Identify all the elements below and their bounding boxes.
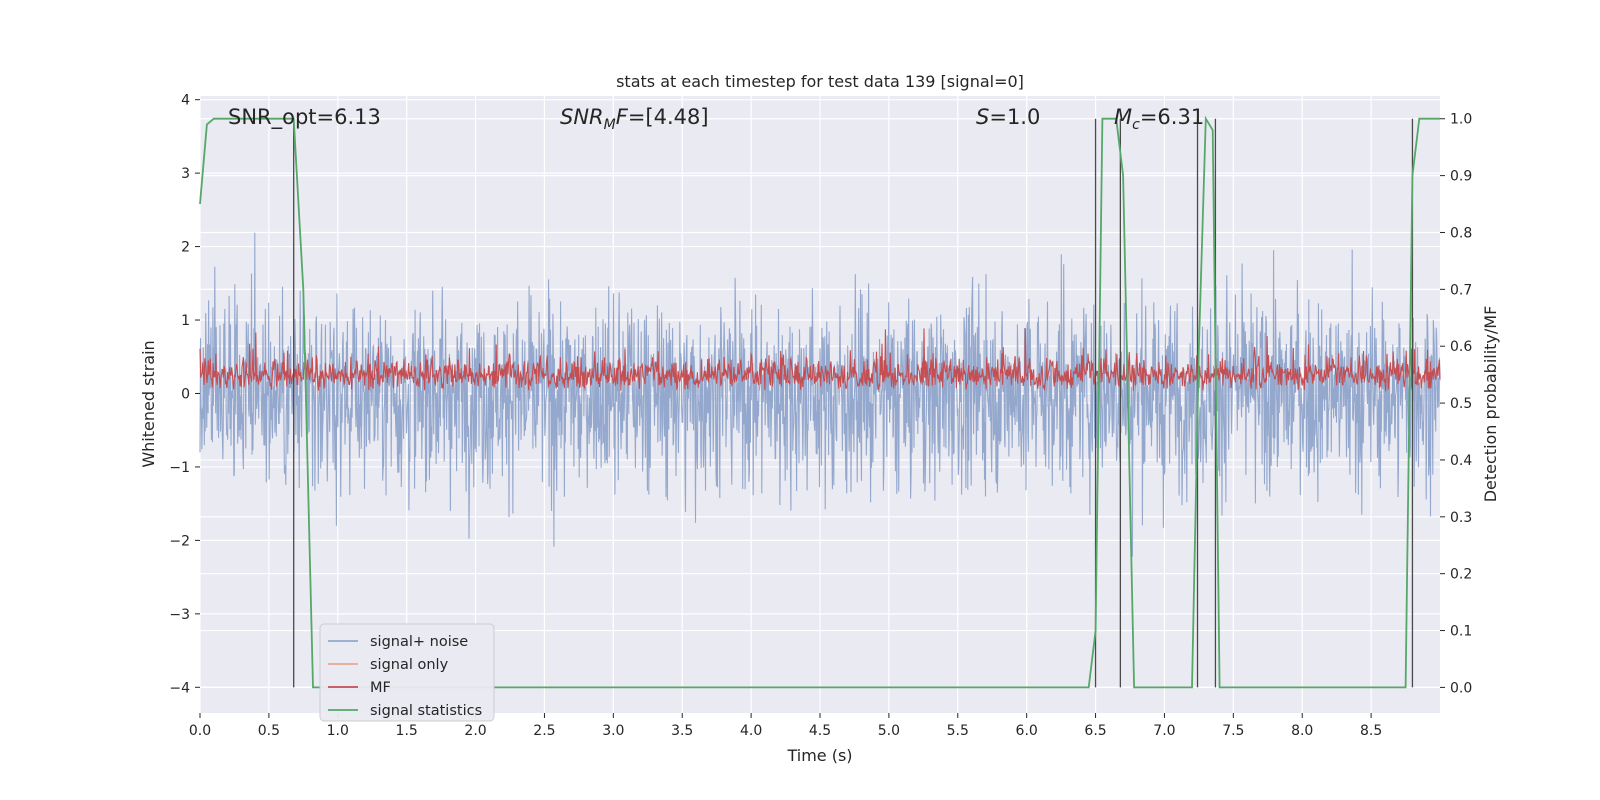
legend-box <box>319 623 495 722</box>
annotation-part: F <box>616 105 629 129</box>
y2-tick-label: 1.0 <box>1450 112 1472 128</box>
x-tick-label: 8.5 <box>1360 723 1382 739</box>
y-tick-label: 0 <box>181 386 190 402</box>
y2-tick-label: 0.4 <box>1450 453 1472 469</box>
legend-label: signal statistics <box>370 703 482 719</box>
y-axis-ticks: 4 3 2 1 0 −1 −2 −3 −4 <box>169 93 200 696</box>
y2-tick-label: 0.2 <box>1450 567 1472 583</box>
y-tick-label: −4 <box>169 680 190 696</box>
y-tick-label: 2 <box>181 240 190 256</box>
x-tick-label: 0.0 <box>189 723 211 739</box>
annotation-part: S <box>976 105 989 129</box>
signal-noise-series <box>199 232 1441 557</box>
y2-tick-label: 0.1 <box>1450 624 1472 640</box>
annotation: SNR_opt=6.13 <box>228 105 381 130</box>
x-tick-label: 5.5 <box>947 723 969 739</box>
x-tick-label: 6.5 <box>1084 723 1106 739</box>
annotation-part: M <box>1114 105 1132 129</box>
signal-noise-line <box>199 232 1441 557</box>
annotation-part: =[4.48] <box>628 105 709 129</box>
annotation-part: SNR <box>560 105 604 129</box>
y-tick-label: 4 <box>181 93 190 109</box>
annotation-part: SNR_opt=6.13 <box>228 105 381 130</box>
x-tick-label: 1.0 <box>327 723 349 739</box>
y-tick-label: −3 <box>169 607 190 623</box>
y2-tick-label: 0.5 <box>1450 396 1472 412</box>
x-tick-label: 3.5 <box>671 723 693 739</box>
x-tick-label: 7.5 <box>1222 723 1244 739</box>
x-tick-label: 7.0 <box>1153 723 1175 739</box>
chart-title: stats at each timestep for test data 139… <box>616 72 1024 91</box>
y2-tick-label: 0.7 <box>1450 282 1472 298</box>
legend-label: signal only <box>370 657 449 673</box>
y2-tick-label: 0.0 <box>1450 680 1472 696</box>
x-tick-label: 2.0 <box>464 723 486 739</box>
annotation-part: =1.0 <box>989 105 1040 129</box>
x-tick-label: 4.5 <box>809 723 831 739</box>
legend: signal+ noise signal only MF signal statist… <box>319 623 495 722</box>
annotation-part: M <box>604 117 616 133</box>
x-tick-label: 2.5 <box>533 723 555 739</box>
y2-tick-label: 0.8 <box>1450 225 1472 241</box>
y-tick-label: 3 <box>181 166 190 182</box>
y2-axis-label: Detection probability/MF <box>1481 306 1500 503</box>
y-axis-label: Whitened strain <box>139 340 158 467</box>
y-tick-label: −1 <box>169 460 190 476</box>
mf-line <box>199 328 1441 392</box>
y2-axis-ticks: 1.0 0.9 0.8 0.7 0.6 0.5 0.4 0.3 0.2 0.1 0.0 <box>1440 112 1472 696</box>
signal-statistics-series <box>199 115 1440 689</box>
x-tick-label: 6.0 <box>1016 723 1038 739</box>
x-tick-label: 1.5 <box>396 723 418 739</box>
x-axis-label: Time (s) <box>786 746 852 765</box>
legend-label: MF <box>370 680 391 696</box>
y2-tick-label: 0.6 <box>1450 339 1472 355</box>
annotation: Mc=6.31 <box>1114 105 1204 133</box>
y2-tick-label: 0.3 <box>1450 510 1472 526</box>
legend-label: signal+ noise <box>370 634 468 650</box>
x-tick-label: 0.5 <box>258 723 280 739</box>
annotation-part: =6.31 <box>1140 105 1204 129</box>
annotation-part: c <box>1132 117 1140 133</box>
x-tick-label: 4.0 <box>740 723 762 739</box>
y-tick-label: −2 <box>169 533 190 549</box>
y2-tick-label: 0.9 <box>1450 169 1472 185</box>
x-tick-label: 5.0 <box>878 723 900 739</box>
x-axis-ticks: 0.0 0.5 1.0 1.5 2.0 2.5 3.0 3.5 4.0 4.5 5.0 5.5 6.0 6… <box>189 713 1382 739</box>
x-tick-label: 3.0 <box>602 723 624 739</box>
annotations: SNR_opt=6.13 SNRMF=[4.48] S=1.0 Mc=6.31 <box>228 105 1204 133</box>
x-tick-label: 8.0 <box>1291 723 1313 739</box>
mf-series <box>199 328 1441 392</box>
y-tick-label: 1 <box>181 313 190 329</box>
annotation: S=1.0 <box>976 105 1040 129</box>
signal-statistics-line <box>199 115 1440 689</box>
annotation: SNRMF=[4.48] <box>560 105 709 133</box>
